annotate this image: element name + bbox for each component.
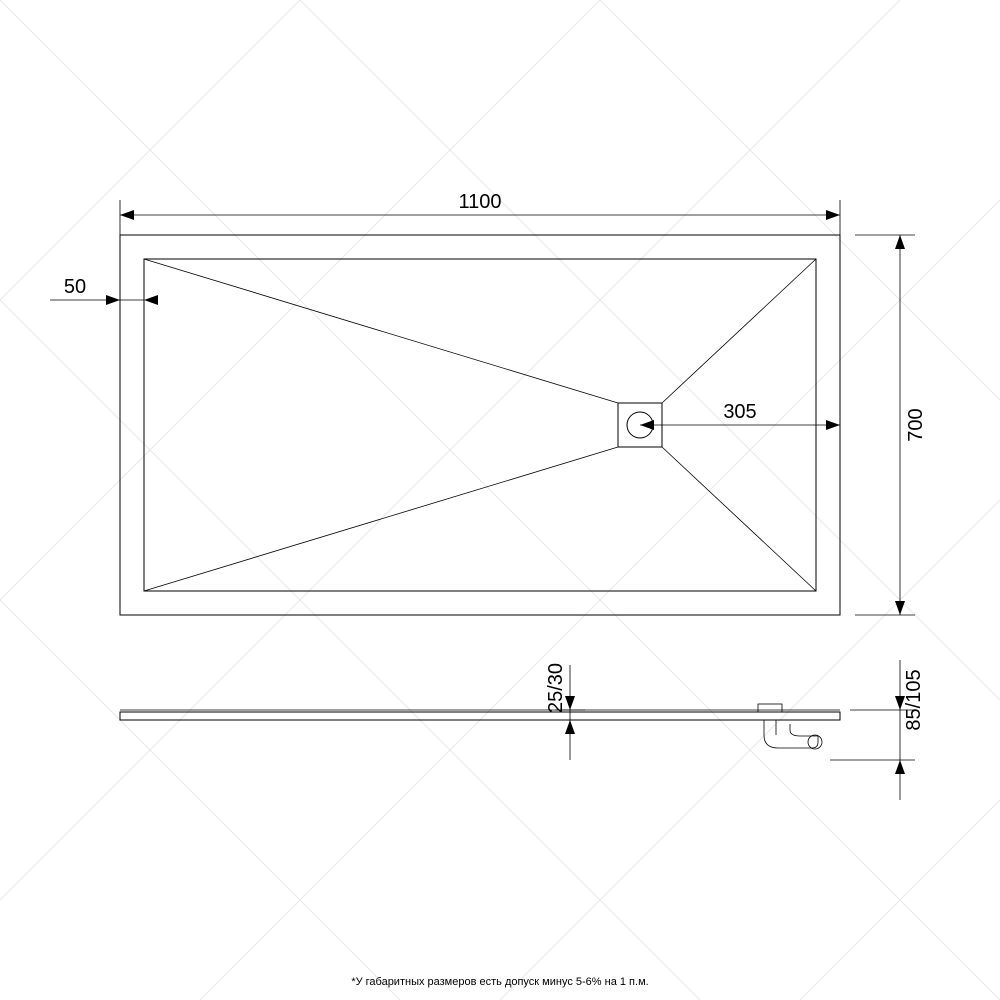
dim-drain-offset-label: 305	[723, 401, 756, 423]
dim-thickness: 25/30	[545, 663, 585, 760]
dim-height: 700	[855, 235, 927, 615]
tray-side	[120, 712, 840, 720]
footnote-text: *У габаритных размеров есть допуск минус…	[351, 976, 648, 988]
dim-rim: 50	[50, 276, 158, 315]
watermark-grid	[0, 0, 1000, 1000]
dim-rim-label: 50	[64, 276, 86, 298]
dim-depth-label: 85/105	[903, 669, 925, 730]
dim-width-label: 1100	[458, 191, 501, 213]
dim-drain-offset: 305	[640, 401, 840, 430]
dim-depth: 85/105	[830, 660, 925, 800]
side-view	[120, 704, 840, 749]
dim-height-label: 700	[905, 408, 927, 441]
drain-fitting	[758, 704, 822, 749]
dim-thickness-label: 25/30	[545, 663, 567, 713]
technical-drawing: 1100 700 50 305	[0, 0, 1000, 1000]
